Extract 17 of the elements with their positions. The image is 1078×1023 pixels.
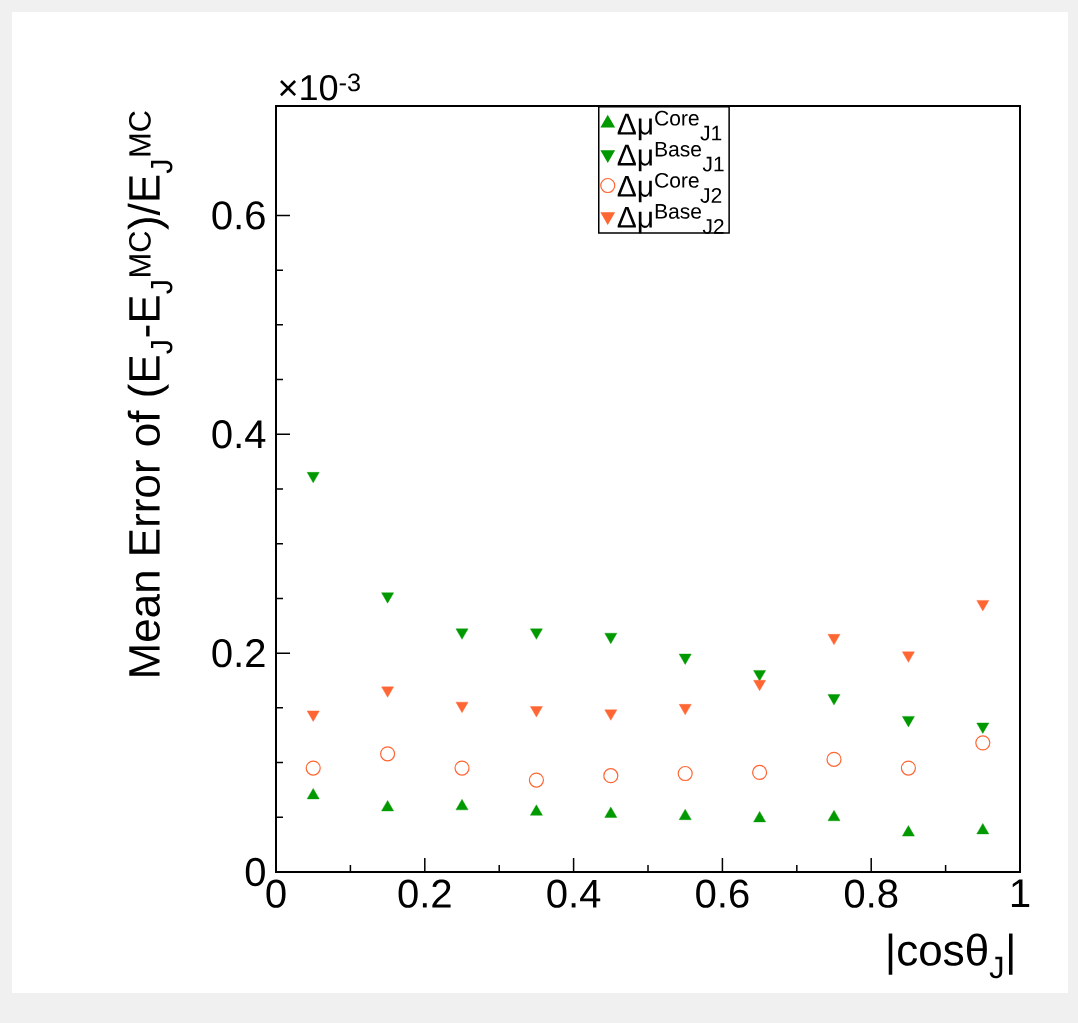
y-tick-label: 0.4 <box>212 420 266 449</box>
x-axis-title: |cosθ$_{J}$| <box>888 933 1013 979</box>
x-tick-label: 1 <box>1011 879 1030 908</box>
x-tick-label: 0.2 <box>398 879 451 908</box>
text: ×10$^{-3}$ <box>280 73 360 101</box>
legend-label: Δμ$^{Base}$J1 <box>617 141 724 172</box>
y-tick-label: 0.2 <box>212 638 265 668</box>
legend-label: Δμ$^{Base}$J2 <box>617 204 724 234</box>
x-tick-label: 0.4 <box>547 879 601 908</box>
legend-label: Δμ$^{Core}$J2 <box>617 172 722 203</box>
y-tick-label: 0.6 <box>212 201 265 230</box>
y-axis-title: Mean Error of (E$_{J}$-E$_{J}$$^{MC}$)/E$_{J}$MC <box>127 111 173 676</box>
legend-label: Δμ$^{Core}$J1 <box>617 110 722 141</box>
x-tick-label: 0.6 <box>696 879 749 908</box>
y-tick-label: 0 <box>245 857 265 887</box>
x-tick-label: 0.8 <box>844 879 898 908</box>
x-tick-label: 0 <box>266 879 286 908</box>
